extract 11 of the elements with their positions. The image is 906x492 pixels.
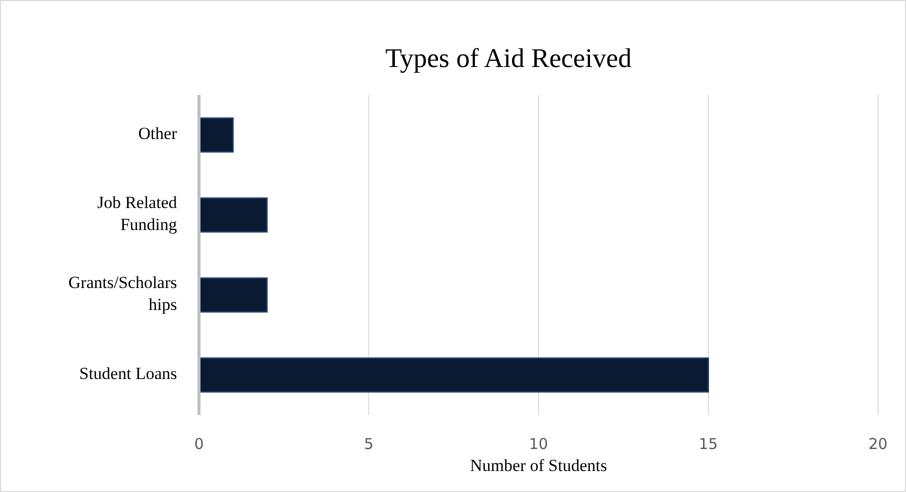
y-tick-label: Grants/Scholarships — [68, 272, 177, 314]
y-tick-label: Student Loans — [79, 364, 177, 383]
y-tick-label: Job Related Funding — [97, 192, 178, 234]
x-tick-label: 5 — [364, 435, 374, 453]
x-tick-label: 15 — [698, 435, 718, 453]
x-tick-label: 10 — [528, 435, 548, 453]
chart-title: Types of Aid Received — [385, 43, 632, 73]
x-axis-title: Number of Students — [470, 456, 607, 475]
y-tick-label: Other — [138, 124, 178, 143]
x-tick-label: 0 — [194, 435, 204, 453]
x-tick-label: 20 — [868, 435, 888, 453]
